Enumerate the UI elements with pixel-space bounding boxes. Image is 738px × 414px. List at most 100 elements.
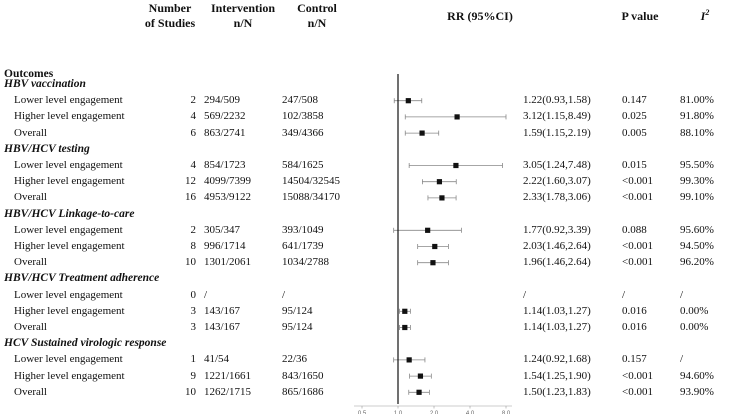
- row-i2: 94.50%: [680, 240, 714, 252]
- row-rr-text: 2.03(1.46,2.64): [523, 240, 591, 252]
- x-tick-label: 0.5: [358, 411, 367, 414]
- row-intervention: 41/54: [204, 353, 230, 366]
- row-intervention: 143/167: [204, 304, 241, 317]
- row-control: 95/124: [282, 321, 313, 333]
- header-studies-line2: of Studies: [144, 16, 196, 30]
- rr-point: [454, 114, 460, 120]
- row-rr-text: 2.33(1.78,3.06): [523, 191, 591, 204]
- row-control: 393/1049: [282, 223, 324, 236]
- header-intervention: Intervention n/N: [198, 1, 288, 31]
- row-rr-text: 1.14(1.03,1.27): [523, 321, 591, 333]
- row-i2: 93.90%: [680, 385, 714, 398]
- header-i2-letter: I: [700, 9, 706, 23]
- row-intervention: 305/347: [204, 223, 241, 236]
- row-studies: 2: [190, 223, 197, 236]
- row-rr-text: /: [523, 288, 527, 301]
- x-tick-label: 2.0: [430, 411, 439, 414]
- row-label: Higher level engagement: [14, 304, 125, 317]
- rr-point: [453, 162, 459, 169]
- header-pvalue: P value: [621, 9, 659, 23]
- row-rr-text: 1.24(0.92,1.68): [523, 353, 591, 366]
- header-studies-line1: Number: [148, 1, 192, 15]
- header-control: Control n/N: [282, 1, 352, 31]
- header-intervention-line2: n/N: [233, 16, 253, 30]
- row-pvalue: 0.005: [622, 126, 647, 139]
- row-rr-text: 1.96(1.46,2.64): [523, 256, 591, 269]
- row-i2: 96.20%: [680, 256, 714, 269]
- x-tick-label: 4.0: [466, 411, 475, 414]
- row-intervention: 4953/9122: [204, 191, 252, 204]
- group-title: HBV/HCV Linkage-to-care: [4, 207, 135, 220]
- row-pvalue: 0.016: [622, 321, 647, 333]
- row-control: 349/4366: [282, 126, 324, 139]
- row-label: Overall: [14, 191, 47, 204]
- row-pvalue: 0.025: [622, 110, 647, 123]
- header-i2-sup: 2: [705, 8, 710, 17]
- row-studies: 1: [190, 353, 197, 366]
- row-label: Higher level engagement: [14, 240, 125, 252]
- row-control: 1034/2788: [282, 256, 330, 269]
- rr-point: [416, 389, 422, 395]
- row-label: Higher level engagement: [14, 175, 125, 188]
- rr-point: [406, 357, 412, 363]
- row-pvalue: 0.016: [622, 304, 647, 317]
- row-studies: 3: [190, 304, 197, 317]
- row-intervention: 1301/2061: [204, 256, 252, 269]
- row-label: Higher level engagement: [14, 369, 125, 382]
- row-studies: 12: [185, 175, 196, 188]
- row-rr-text: 3.05(1.24,7.48): [523, 159, 591, 171]
- row-pvalue: <0.001: [622, 240, 653, 252]
- rr-point: [439, 195, 445, 201]
- row-i2: 95.60%: [680, 223, 714, 236]
- row-i2: 81.00%: [680, 94, 714, 107]
- rr-point: [436, 179, 443, 185]
- row-i2: 0.00%: [680, 321, 709, 333]
- row-intervention: 996/1714: [204, 240, 246, 252]
- rr-point: [402, 308, 408, 314]
- row-control: 95/124: [282, 304, 313, 317]
- header-i2: I2: [690, 5, 720, 24]
- rr-point: [417, 373, 424, 379]
- row-label: Lower level engagement: [14, 159, 123, 171]
- row-intervention: 143/167: [204, 321, 241, 333]
- row-rr-text: 1.77(0.92,3.39): [523, 223, 591, 236]
- row-label: Lower level engagement: [14, 94, 123, 107]
- rr-point: [425, 227, 431, 233]
- header-control-line2: n/N: [307, 16, 327, 30]
- row-rr-text: 1.22(0.93,1.58): [523, 94, 591, 107]
- row-label: Lower level engagement: [14, 353, 123, 366]
- row-studies: 9: [190, 369, 197, 382]
- row-pvalue: <0.001: [622, 191, 653, 204]
- row-pvalue: <0.001: [622, 175, 653, 188]
- rr-point: [430, 260, 436, 266]
- row-control: 843/1650: [282, 369, 324, 382]
- row-studies: 4: [190, 159, 197, 171]
- header-control-line1: Control: [297, 1, 337, 15]
- row-studies: 4: [190, 110, 197, 123]
- group-title: HCV Sustained virologic response: [4, 337, 167, 350]
- row-label: Overall: [14, 385, 47, 398]
- x-tick-label: 8.0: [502, 411, 511, 414]
- row-control: 584/1625: [282, 159, 324, 171]
- row-intervention: 1221/1661: [204, 369, 252, 382]
- row-control: 102/3858: [282, 110, 324, 123]
- row-studies: 0: [190, 288, 197, 301]
- row-i2: /: [680, 353, 684, 366]
- row-rr-text: 1.59(1.15,2.19): [523, 126, 591, 139]
- group-title: HBV/HCV Treatment adherence: [4, 272, 160, 285]
- row-i2: 95.50%: [680, 159, 714, 171]
- rr-point: [432, 243, 438, 250]
- row-i2: /: [680, 288, 684, 301]
- row-control: 247/508: [282, 94, 319, 107]
- row-control: 15088/34170: [282, 191, 341, 204]
- row-label: Overall: [14, 256, 47, 269]
- header-studies: Number of Studies: [140, 1, 200, 31]
- row-studies: 10: [185, 256, 196, 269]
- row-pvalue: 0.015: [622, 159, 647, 171]
- row-rr-text: 1.14(1.03,1.27): [523, 304, 591, 317]
- row-label: Lower level engagement: [14, 223, 123, 236]
- row-rr-text: 1.54(1.25,1.90): [523, 369, 591, 382]
- group-title: HBV vaccination: [4, 78, 86, 90]
- row-pvalue: /: [622, 288, 626, 301]
